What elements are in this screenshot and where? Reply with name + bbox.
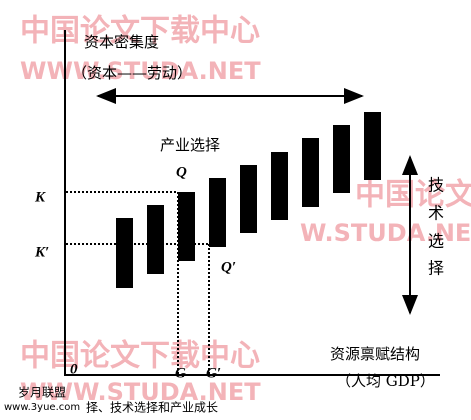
bar (147, 205, 164, 274)
caption: 择、技术选择和产业成长 (86, 401, 218, 415)
industry-choice-label: 产业选择 (160, 136, 220, 154)
label-q: Q (176, 164, 187, 180)
watermark: W.STUDA.NE (300, 219, 471, 247)
tech-choice-char: 择 (428, 259, 444, 278)
bar (364, 112, 381, 180)
bar (240, 165, 257, 233)
y-axis-label: 资本密集度 (84, 33, 159, 51)
label-g: G (175, 365, 186, 381)
label-g-prime: G′ (206, 365, 221, 381)
watermark: 中国论文下载中心 (20, 14, 260, 49)
watermark: 中国论文下载中心 (20, 339, 260, 374)
bars (116, 112, 381, 288)
x-axis-label: 资源禀赋结构 (330, 345, 420, 363)
label-k-prime: K′ (34, 244, 49, 260)
footer-url: www.3yue.com (4, 402, 80, 413)
bar (178, 192, 195, 261)
label-k: K (34, 189, 46, 205)
footer-site: 岁月联盟 (18, 385, 66, 400)
y-axis-unit: （资本——劳动） (72, 64, 192, 82)
bar (209, 178, 226, 247)
watermark: WWW.STUDA.NET (20, 378, 261, 406)
bar (333, 125, 350, 193)
tech-choice-char: 选 (428, 232, 444, 251)
watermark: WWW.STUDA.NET (20, 57, 261, 85)
bar (271, 152, 288, 220)
bar (302, 138, 319, 207)
tech-choice-char: 术 (428, 204, 444, 223)
tech-choice-char: 技 (428, 176, 444, 195)
watermark: 中国论文下载 (355, 178, 471, 213)
x-axis-unit: （人均 GDP） (336, 372, 435, 390)
label-q-prime: Q′ (221, 259, 236, 275)
bar (116, 218, 133, 288)
origin: 0 (70, 361, 78, 377)
guides (66, 191, 210, 374)
